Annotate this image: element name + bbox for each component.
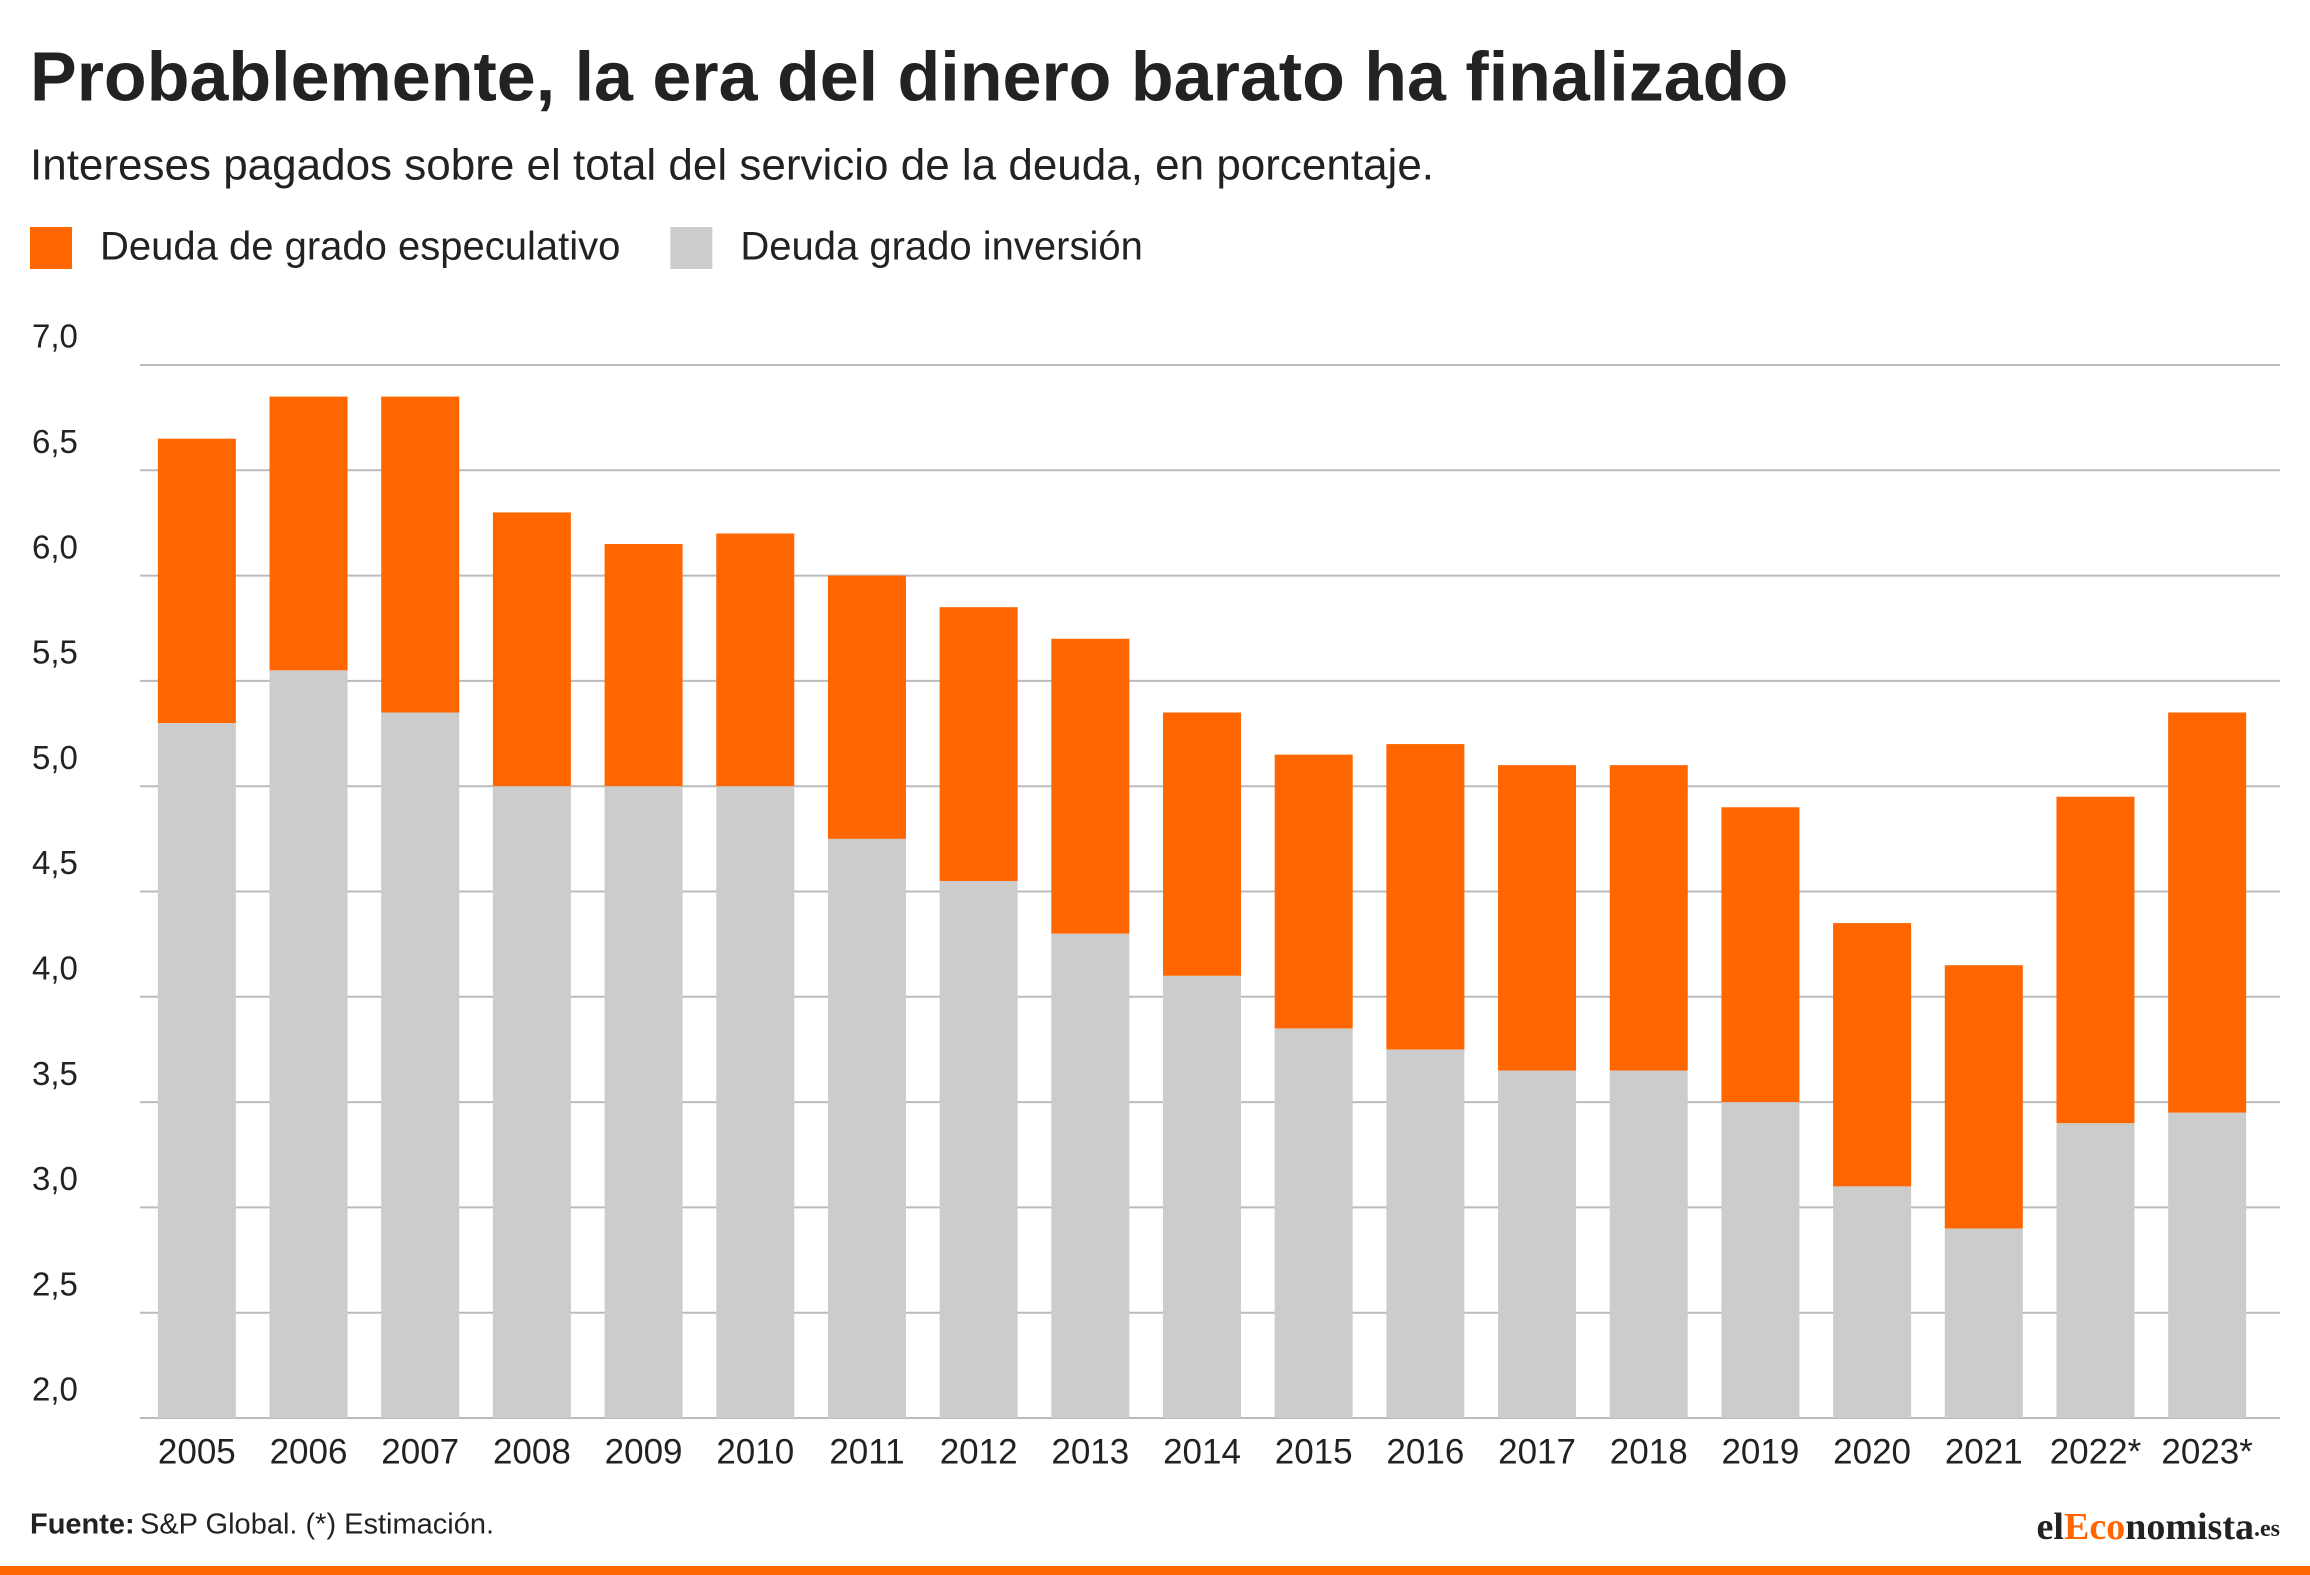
legend-label: Deuda grado inversión	[740, 225, 1142, 269]
logo-part: .es	[2254, 1516, 2280, 1542]
bar-segment	[381, 396, 460, 713]
y-tick-label: 6,5	[32, 423, 78, 460]
chart-subtitle: Intereses pagados sobre el total del ser…	[30, 141, 1434, 190]
bar-segment	[1386, 744, 1465, 1050]
bar-segment	[939, 607, 1018, 881]
y-tick-label: 2,0	[32, 1371, 78, 1408]
y-tick-label: 7,0	[32, 318, 78, 355]
bar-segment	[492, 512, 571, 787]
bar-segment	[2056, 796, 2135, 1124]
bar-segment	[1163, 975, 1241, 1418]
bar-segment	[1609, 765, 1688, 1071]
bar-segment	[716, 786, 795, 1418]
bar-segment	[1833, 1186, 1912, 1418]
logo-part: nomista	[2125, 1506, 2254, 1548]
x-tick-label: 2013	[1051, 1432, 1129, 1471]
logo-part: Eco	[2064, 1506, 2125, 1548]
legend-label: Deuda de grado especulativo	[100, 225, 620, 269]
legend-swatch	[670, 227, 713, 269]
bar-segment	[1721, 1102, 1800, 1418]
bar-segment	[2056, 1123, 2135, 1418]
bar-segment	[492, 786, 571, 1418]
bar-segment	[2168, 712, 2247, 1113]
x-tick-label: 2017	[1498, 1432, 1576, 1471]
x-tick-label: 2022*	[2050, 1432, 2142, 1471]
legend-swatch	[30, 227, 72, 269]
bar-segment	[157, 723, 236, 1418]
legend: Deuda de grado especulativo Deuda grado i…	[30, 225, 1143, 269]
x-tick-label: 2007	[381, 1432, 459, 1471]
bar-segment	[827, 575, 906, 839]
bar-segment	[1051, 638, 1130, 934]
y-tick-label: 2,5	[32, 1265, 78, 1302]
bar-segment	[939, 880, 1018, 1418]
bar-segment	[1274, 754, 1353, 1029]
bar-segment	[1721, 807, 1800, 1103]
bar-segment	[381, 712, 460, 1418]
x-tick-label: 2009	[605, 1432, 683, 1471]
bar-segment	[1833, 923, 1912, 1187]
x-tick-label: 2018	[1610, 1432, 1688, 1471]
source-text: S&P Global. (*) Estimación.	[140, 1509, 494, 1541]
x-tick-label: 2015	[1275, 1432, 1353, 1471]
y-tick-label: 3,0	[32, 1160, 78, 1197]
bar-segment	[157, 438, 236, 724]
bar-segment	[1944, 1228, 2023, 1418]
chart-title: Probablemente, la era del dinero barato …	[30, 37, 1788, 115]
bar-segment	[604, 544, 683, 787]
bar-segment	[1051, 933, 1130, 1418]
x-tick-label: 2008	[493, 1432, 571, 1471]
x-tick-label: 2011	[829, 1432, 904, 1471]
bar-segment	[1609, 1070, 1688, 1418]
bar-segment	[269, 396, 348, 671]
x-tick-label: 2012	[940, 1432, 1018, 1471]
y-tick-label: 4,0	[32, 950, 78, 987]
bar-segment	[1498, 765, 1577, 1071]
bar-segment	[604, 786, 683, 1418]
logo-part: el	[2037, 1506, 2064, 1548]
bar-segment	[2168, 1112, 2247, 1418]
x-tick-label: 2010	[716, 1432, 794, 1471]
x-tick-label: 2021	[1945, 1432, 2023, 1471]
y-tick-label: 4,5	[32, 844, 78, 881]
y-tick-label: 6,0	[32, 528, 78, 565]
bar-segment	[1386, 1049, 1465, 1418]
y-tick-label: 5,5	[32, 634, 78, 671]
source-label: Fuente:	[30, 1509, 135, 1541]
bar-segment	[827, 838, 906, 1418]
x-tick-label: 2019	[1721, 1432, 1799, 1471]
x-tick-label: 2023*	[2161, 1432, 2253, 1471]
x-tick-label: 2020	[1833, 1432, 1911, 1471]
bar-segment	[1274, 1028, 1353, 1418]
x-tick-label: 2016	[1386, 1432, 1464, 1471]
bar-segment	[1944, 965, 2023, 1229]
bar-segment	[716, 533, 795, 787]
y-tick-label: 5,0	[32, 739, 78, 776]
bar-segment	[269, 670, 348, 1418]
x-tick-label: 2014	[1163, 1432, 1241, 1471]
y-tick-label: 3,5	[32, 1055, 78, 1092]
bar-segment	[1163, 712, 1241, 976]
bars: 2005 2006 2007 2008 2009 2010 2011 2012 2013 2014…	[157, 396, 2253, 1471]
x-tick-label: 2005	[158, 1432, 236, 1471]
logo: elEconomista.es	[2037, 1506, 2280, 1548]
x-tick-label: 2006	[270, 1432, 348, 1471]
bar-segment	[1498, 1070, 1577, 1418]
footer-rule	[0, 1566, 2310, 1575]
